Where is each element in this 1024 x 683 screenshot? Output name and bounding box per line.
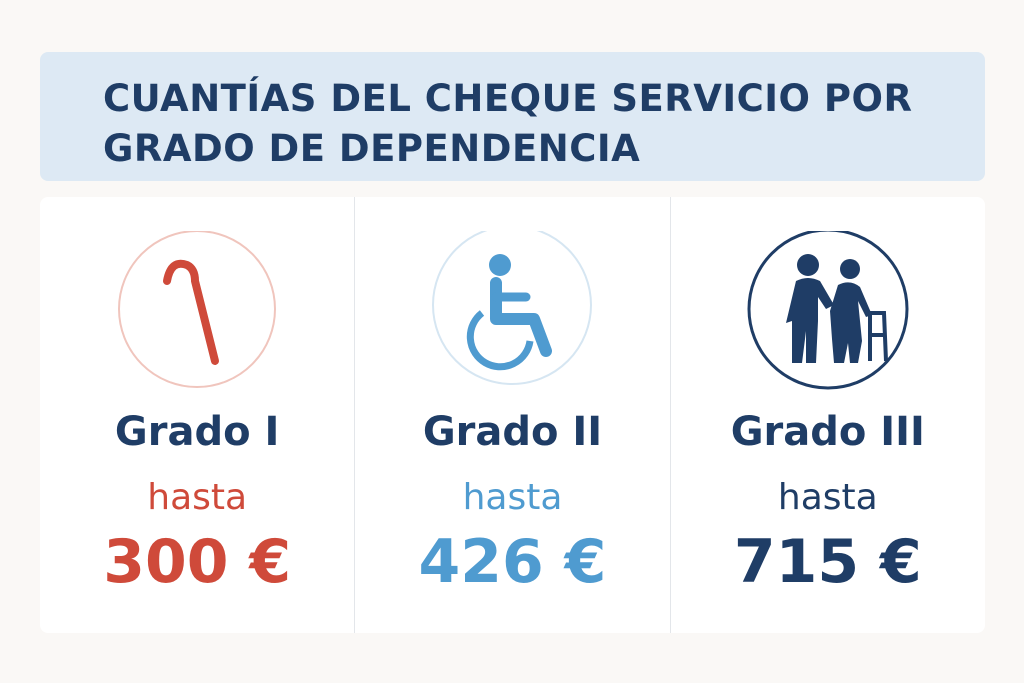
card: Grado III hasta 715 € <box>669 197 985 633</box>
cane-icon <box>118 231 277 388</box>
prefix: hasta <box>777 477 878 518</box>
title: CUANTÍAS DEL CHEQUE SERVICIO POR GRADO D… <box>103 77 913 170</box>
cards-panel: Grado I hasta 300 € Grado II hasta 426 €… <box>40 197 985 633</box>
amount: 426 € <box>418 527 607 597</box>
card: Grado II hasta 426 € <box>354 197 669 633</box>
card: Grado I hasta 300 € <box>40 197 354 633</box>
amount: 300 € <box>103 527 292 597</box>
prefix: hasta <box>462 477 563 518</box>
wheelchair-icon <box>432 231 593 385</box>
header: CUANTÍAS DEL CHEQUE SERVICIO POR GRADO D… <box>40 52 985 181</box>
caregiver-icon <box>747 231 909 390</box>
grade: Grado I <box>114 409 280 455</box>
grade: Grado III <box>730 409 925 455</box>
grade: Grado II <box>422 409 603 455</box>
amount: 715 € <box>733 527 922 597</box>
prefix: hasta <box>147 477 248 518</box>
